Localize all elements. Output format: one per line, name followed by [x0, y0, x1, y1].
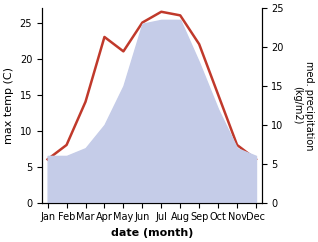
Y-axis label: med. precipitation
(kg/m2): med. precipitation (kg/m2) [292, 60, 314, 150]
Y-axis label: max temp (C): max temp (C) [4, 67, 14, 144]
X-axis label: date (month): date (month) [111, 228, 193, 238]
